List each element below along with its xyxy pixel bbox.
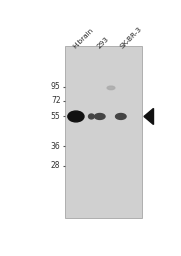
Text: 55: 55 (51, 112, 60, 121)
Ellipse shape (94, 113, 105, 119)
Text: SK-BR-3: SK-BR-3 (119, 25, 143, 49)
Text: 72: 72 (51, 96, 60, 105)
Text: H.brain: H.brain (72, 27, 94, 49)
Ellipse shape (115, 113, 126, 119)
Polygon shape (144, 109, 153, 124)
Ellipse shape (68, 111, 84, 122)
Ellipse shape (89, 114, 94, 119)
Bar (65, 47, 142, 218)
Text: 293: 293 (96, 35, 110, 49)
Text: 95: 95 (51, 82, 60, 91)
Ellipse shape (107, 86, 115, 90)
Text: 28: 28 (51, 161, 60, 170)
Text: 36: 36 (51, 142, 60, 151)
